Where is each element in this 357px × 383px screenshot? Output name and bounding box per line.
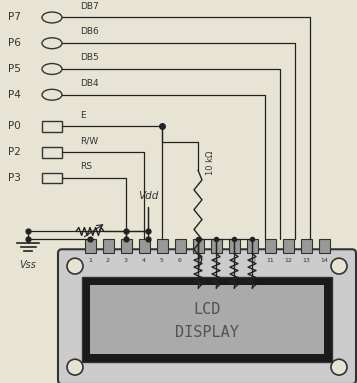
Text: E: E: [80, 111, 86, 119]
Bar: [211, 239, 221, 253]
Text: DB4: DB4: [80, 79, 99, 88]
Bar: [82, 277, 332, 362]
Bar: [156, 239, 167, 253]
Text: 10 kΩ: 10 kΩ: [206, 151, 215, 175]
Bar: [175, 239, 186, 253]
Text: DB7: DB7: [80, 2, 99, 11]
Text: P2: P2: [8, 147, 21, 157]
Bar: [265, 239, 276, 253]
Text: 2: 2: [106, 258, 110, 263]
Bar: [90, 285, 324, 354]
Text: 5: 5: [160, 258, 164, 263]
Text: P4: P4: [8, 90, 21, 100]
Text: 13: 13: [302, 258, 310, 263]
Text: P7: P7: [8, 13, 21, 23]
Circle shape: [67, 258, 83, 274]
Text: 10: 10: [248, 258, 256, 263]
Bar: [228, 239, 240, 253]
Circle shape: [331, 258, 347, 274]
Text: P6: P6: [8, 38, 21, 48]
Bar: [102, 239, 114, 253]
Circle shape: [331, 359, 347, 375]
Text: 1: 1: [88, 258, 92, 263]
Text: LCD: LCD: [193, 302, 221, 317]
Text: Vss: Vss: [20, 260, 36, 270]
Circle shape: [67, 359, 83, 375]
Text: P0: P0: [8, 121, 21, 131]
Text: R/W: R/W: [80, 136, 98, 145]
Ellipse shape: [42, 64, 62, 74]
Text: 4: 4: [142, 258, 146, 263]
Text: P3: P3: [8, 173, 21, 183]
Text: Vdd: Vdd: [138, 191, 158, 201]
FancyBboxPatch shape: [42, 147, 62, 158]
Text: 3: 3: [124, 258, 128, 263]
Text: DISPLAY: DISPLAY: [175, 324, 239, 340]
Text: 12: 12: [284, 258, 292, 263]
Ellipse shape: [42, 89, 62, 100]
Text: 9: 9: [232, 258, 236, 263]
Bar: [282, 239, 293, 253]
FancyBboxPatch shape: [58, 249, 356, 383]
Text: DB5: DB5: [80, 53, 99, 62]
Text: 7: 7: [196, 258, 200, 263]
Text: DB6: DB6: [80, 27, 99, 36]
Bar: [318, 239, 330, 253]
FancyBboxPatch shape: [42, 121, 62, 132]
Ellipse shape: [42, 38, 62, 49]
Bar: [192, 239, 203, 253]
Bar: [246, 239, 257, 253]
Text: RS: RS: [80, 162, 92, 171]
Bar: [301, 239, 312, 253]
Text: 14: 14: [320, 258, 328, 263]
Text: 8: 8: [214, 258, 218, 263]
Bar: [139, 239, 150, 253]
Text: 6: 6: [178, 258, 182, 263]
Text: 11: 11: [266, 258, 274, 263]
FancyBboxPatch shape: [42, 172, 62, 183]
Ellipse shape: [42, 12, 62, 23]
Bar: [121, 239, 131, 253]
Text: P5: P5: [8, 64, 21, 74]
Bar: [85, 239, 96, 253]
